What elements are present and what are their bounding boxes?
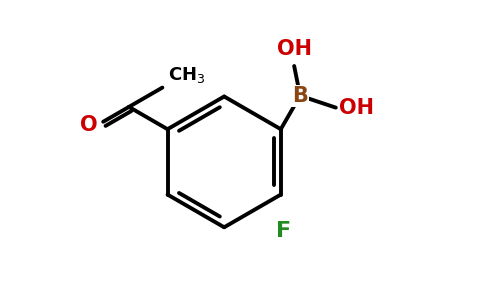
Text: CH$_3$: CH$_3$ xyxy=(168,64,206,85)
Text: OH: OH xyxy=(277,39,312,58)
Text: F: F xyxy=(276,221,291,241)
Text: OH: OH xyxy=(339,98,374,118)
Text: O: O xyxy=(80,115,97,135)
Text: B: B xyxy=(292,86,308,106)
